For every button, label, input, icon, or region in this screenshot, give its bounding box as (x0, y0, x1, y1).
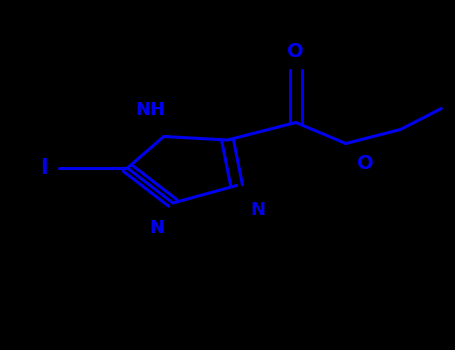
Text: N: N (150, 219, 164, 237)
Text: NH: NH (135, 101, 165, 119)
Text: O: O (357, 154, 374, 173)
Text: I: I (40, 158, 48, 178)
Text: O: O (288, 42, 304, 61)
Text: N: N (250, 201, 265, 219)
